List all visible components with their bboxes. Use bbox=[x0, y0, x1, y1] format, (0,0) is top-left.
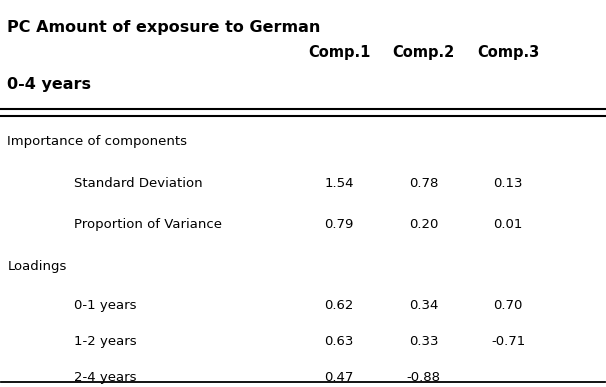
Text: 1.54: 1.54 bbox=[324, 177, 354, 190]
Text: Importance of components: Importance of components bbox=[7, 135, 187, 148]
Text: Comp.1: Comp.1 bbox=[308, 45, 370, 60]
Text: 0.01: 0.01 bbox=[493, 218, 523, 231]
Text: Comp.3: Comp.3 bbox=[477, 45, 539, 60]
Text: Standard Deviation: Standard Deviation bbox=[74, 177, 202, 190]
Text: 1-2 years: 1-2 years bbox=[74, 335, 136, 348]
Text: PC Amount of exposure to German: PC Amount of exposure to German bbox=[7, 20, 321, 35]
Text: Loadings: Loadings bbox=[7, 260, 67, 273]
Text: 0.34: 0.34 bbox=[409, 300, 438, 312]
Text: 0.33: 0.33 bbox=[409, 335, 438, 348]
Text: 0.63: 0.63 bbox=[324, 335, 354, 348]
Text: 0.13: 0.13 bbox=[493, 177, 523, 190]
Text: 0-4 years: 0-4 years bbox=[7, 77, 92, 92]
Text: 0.79: 0.79 bbox=[324, 218, 354, 231]
Text: -0.88: -0.88 bbox=[407, 371, 441, 384]
Text: -0.71: -0.71 bbox=[491, 335, 525, 348]
Text: 0-1 years: 0-1 years bbox=[74, 300, 136, 312]
Text: 0.20: 0.20 bbox=[409, 218, 438, 231]
Text: 0.62: 0.62 bbox=[324, 300, 354, 312]
Text: 0.70: 0.70 bbox=[493, 300, 523, 312]
Text: 0.78: 0.78 bbox=[409, 177, 438, 190]
Text: 2-4 years: 2-4 years bbox=[74, 371, 136, 384]
Text: Proportion of Variance: Proportion of Variance bbox=[74, 218, 222, 231]
Text: Comp.2: Comp.2 bbox=[393, 45, 454, 60]
Text: 0.47: 0.47 bbox=[324, 371, 354, 384]
